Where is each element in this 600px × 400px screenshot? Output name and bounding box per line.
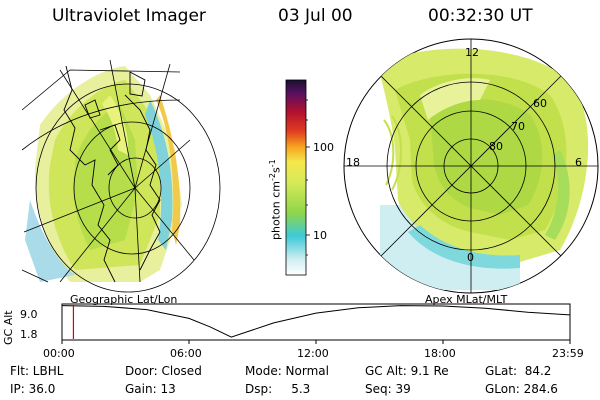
colorbar-tick-100: 100 xyxy=(313,141,334,154)
status-dsp: Dsp: 5.3 xyxy=(245,382,311,396)
chart-xtick-2359: 23:59 xyxy=(552,347,584,360)
status-glat: GLat: 84.2 xyxy=(485,364,552,378)
mlt-12-label: 12 xyxy=(465,46,479,59)
chart-ytick-bottom: 1.8 xyxy=(20,328,38,341)
chart-xtick-0000: 00:00 xyxy=(43,347,75,360)
status-gc-alt: GC Alt: 9.1 Re xyxy=(365,364,449,378)
colorbar-tick-10: 10 xyxy=(313,229,327,242)
lat-60-label: 60 xyxy=(533,97,547,110)
mlt-18-label: 18 xyxy=(346,156,360,169)
apex-map-label: Apex MLat/MLT xyxy=(425,293,508,306)
status-gain: Gain: 13 xyxy=(125,382,176,396)
status-glon: GLon: 284.6 xyxy=(485,382,558,396)
orbit-altitude-line xyxy=(61,305,570,338)
colorbar xyxy=(285,79,307,276)
status-door: Door: Closed xyxy=(125,364,202,378)
lat-70-label: 70 xyxy=(511,120,525,133)
status-ip: IP: 36.0 xyxy=(10,382,56,396)
chart-xtick-1800: 18:00 xyxy=(424,347,456,360)
geographic-map-label: Geographic Lat/Lon xyxy=(70,293,178,306)
time-label: 00:32:30 UT xyxy=(428,6,533,26)
lat-80-label: 80 xyxy=(489,140,503,153)
mlt-0-label: 0 xyxy=(467,251,474,264)
status-mode: Mode: Normal xyxy=(245,364,329,378)
status-flt: Flt: LBHL xyxy=(10,364,64,378)
orbit-altitude-chart xyxy=(61,303,571,344)
chart-xtick-0600: 06:00 xyxy=(170,347,202,360)
status-seq: Seq: 39 xyxy=(365,382,411,396)
chart-ytick-top: 9.0 xyxy=(20,308,38,321)
colorbar-unit-label: photon cm-2s-1 xyxy=(268,159,283,240)
coastlines xyxy=(63,65,161,283)
date-label: 03 Jul 00 xyxy=(278,6,353,26)
chart-xtick-1200: 12:00 xyxy=(297,347,329,360)
chart-ylabel: GC Alt xyxy=(2,310,15,345)
instrument-title: Ultraviolet Imager xyxy=(52,6,206,26)
apex-arc-feature xyxy=(383,115,402,191)
apex-grid xyxy=(344,39,598,293)
mlt-6-label: 6 xyxy=(575,156,582,169)
colorbar-ticks xyxy=(306,99,310,256)
geographic-grid xyxy=(21,59,221,293)
